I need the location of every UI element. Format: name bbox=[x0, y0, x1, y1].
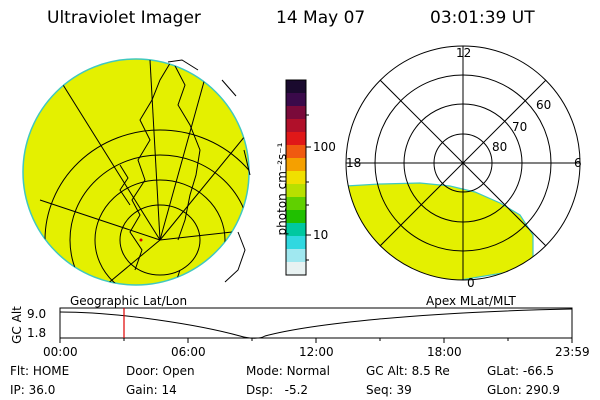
mlt-label-18: 18 bbox=[346, 156, 362, 170]
left-panel-label: Geographic Lat/Lon bbox=[70, 294, 188, 308]
info-seq: Seq: 39 bbox=[366, 383, 412, 397]
timeline-xtick-0: 00:00 bbox=[43, 345, 78, 359]
right-panel-label: Apex MLat/MLT bbox=[426, 294, 516, 308]
timeline-ylabel: GC Alt bbox=[10, 306, 24, 344]
timeline-ytick-9: 9.0 bbox=[27, 307, 47, 321]
time-label: 03:01:39 UT bbox=[430, 8, 535, 28]
colorbar-tick-10: 10 bbox=[313, 228, 329, 242]
colorbar-band bbox=[286, 80, 306, 94]
colorbar bbox=[285, 79, 311, 276]
altitude-timeline bbox=[59, 307, 573, 343]
colorbar-band bbox=[286, 158, 306, 172]
colorbar-band bbox=[286, 132, 306, 146]
mlat-label-80: 80 bbox=[492, 140, 508, 154]
info-dsp: Dsp: -5.2 bbox=[246, 383, 309, 397]
colorbar-band bbox=[286, 119, 306, 133]
colorbar-band bbox=[286, 106, 306, 120]
date-label: 14 May 07 bbox=[276, 8, 366, 28]
colorbar-band bbox=[286, 210, 306, 224]
colorbar-band bbox=[286, 197, 306, 211]
info-ip: IP: 36.0 bbox=[10, 383, 56, 397]
colorbar-band bbox=[286, 145, 306, 159]
mlt-label-6: 6 bbox=[574, 156, 582, 170]
info-gc-alt: GC Alt: 8.5 Re bbox=[366, 364, 450, 378]
timeline-xtick-1: 06:00 bbox=[171, 345, 206, 359]
colorbar-band bbox=[286, 171, 306, 185]
colorbar-band bbox=[286, 93, 306, 107]
polar-plot bbox=[345, 45, 581, 281]
geographic-image bbox=[22, 58, 251, 286]
colorbar-band bbox=[286, 262, 306, 276]
timeline-xtick-3: 18:00 bbox=[427, 345, 462, 359]
info-glat: GLat: -66.5 bbox=[487, 364, 554, 378]
timeline-ytick-1: 1.8 bbox=[27, 326, 47, 340]
colorbar-band bbox=[286, 236, 306, 250]
mlat-label-70: 70 bbox=[512, 120, 528, 134]
info-mode: Mode: Normal bbox=[246, 364, 330, 378]
mlat-label-60: 60 bbox=[536, 98, 552, 112]
timeline-xtick-2: 12:00 bbox=[299, 345, 334, 359]
colorbar-band bbox=[286, 184, 306, 198]
mlt-label-12: 12 bbox=[456, 46, 472, 60]
mlt-label-0: 0 bbox=[467, 276, 475, 290]
timeline-xtick-4: 23:59 bbox=[555, 345, 590, 359]
colorbar-band bbox=[286, 223, 306, 237]
colorbar-unit-label: photon cm⁻²s⁻¹ bbox=[275, 142, 289, 236]
info-glon: GLon: 290.9 bbox=[487, 383, 560, 397]
colorbar-tick-100: 100 bbox=[313, 140, 336, 154]
info-gain: Gain: 14 bbox=[126, 383, 177, 397]
instrument-title: Ultraviolet Imager bbox=[47, 8, 201, 28]
colorbar-band bbox=[286, 249, 306, 263]
info-door: Door: Open bbox=[126, 364, 195, 378]
info-flt: Flt: HOME bbox=[10, 364, 70, 378]
